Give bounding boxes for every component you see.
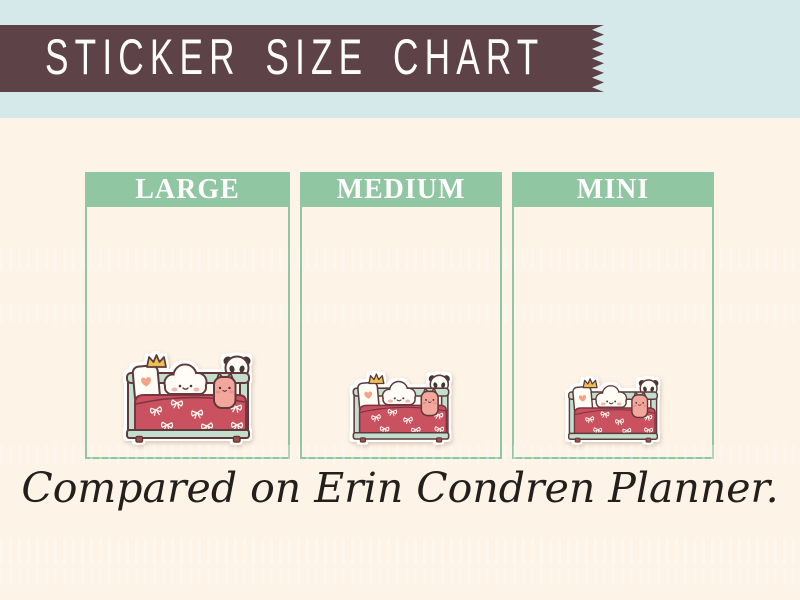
- column-mini: MINI: [512, 172, 714, 459]
- bed-sticker-mini: [567, 376, 660, 443]
- column-label: LARGE: [135, 173, 240, 205]
- size-chart: LARGE MEDIUM MINI: [85, 172, 714, 459]
- footer-caption: Compared on Erin Condren Planner.: [21, 464, 779, 512]
- column-header-medium: MEDIUM: [300, 172, 502, 207]
- bed-sticker-large: [124, 351, 252, 443]
- column-header-large: LARGE: [85, 172, 290, 207]
- column-label: MEDIUM: [336, 173, 466, 205]
- bed-sticker-medium: [351, 371, 451, 443]
- page-title: STICKER SIZE CHART: [45, 30, 545, 86]
- column-label: MINI: [576, 173, 650, 205]
- column-header-mini: MINI: [512, 172, 714, 207]
- title-ribbon-banner: STICKER SIZE CHART: [0, 25, 604, 92]
- column-medium: MEDIUM: [300, 172, 502, 459]
- column-large: LARGE: [85, 172, 290, 459]
